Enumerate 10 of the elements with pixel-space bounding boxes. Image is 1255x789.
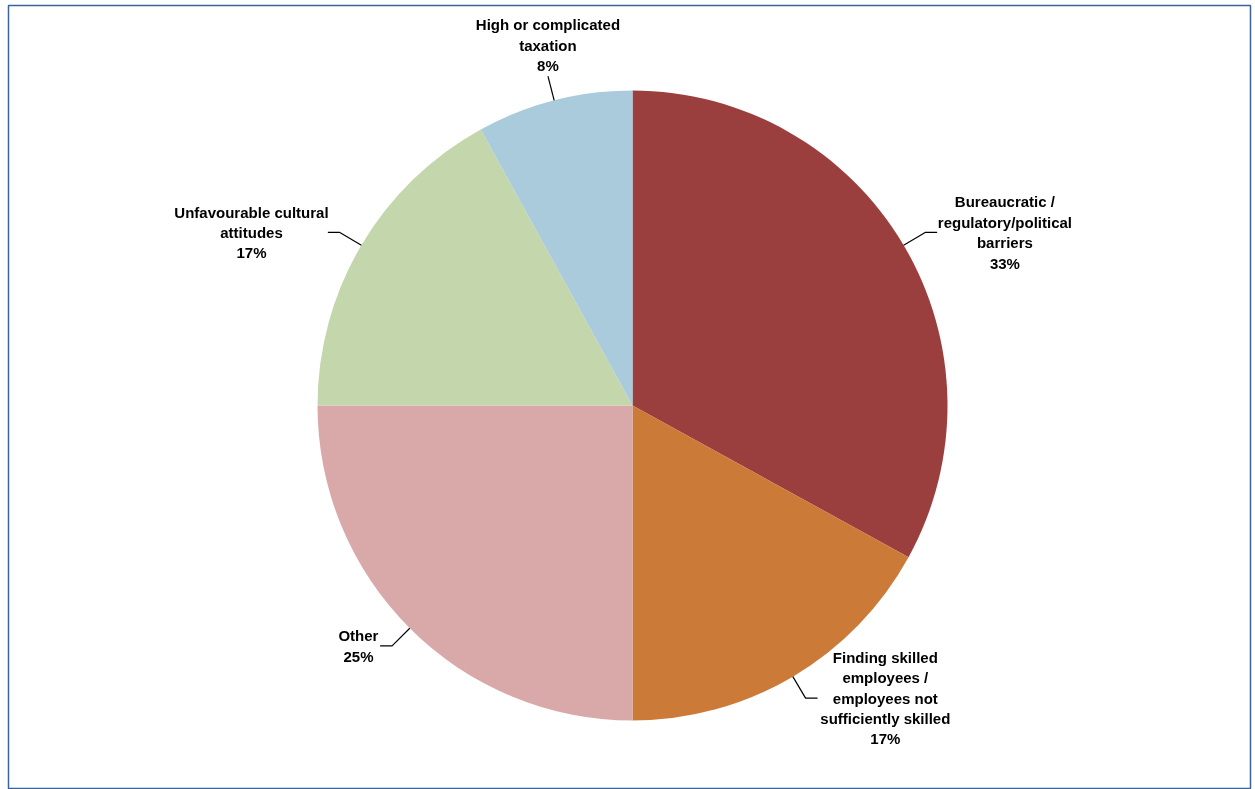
data-label: 8% <box>537 57 559 75</box>
data-label: 17% <box>870 730 901 748</box>
slice-label: High or complicated taxation <box>475 16 621 54</box>
slice-label: Bureaucratic / regulatory/political barriers <box>937 193 1073 252</box>
slice-label: Finding skilled employees / employees not sufficiently skilled <box>820 648 951 728</box>
data-label: 25% <box>343 647 374 665</box>
slice-label: Unfavourable cultural attitudes <box>174 203 329 241</box>
data-label: 33% <box>989 254 1020 272</box>
data-label: 17% <box>236 244 267 262</box>
slice-label: Other <box>338 627 379 645</box>
